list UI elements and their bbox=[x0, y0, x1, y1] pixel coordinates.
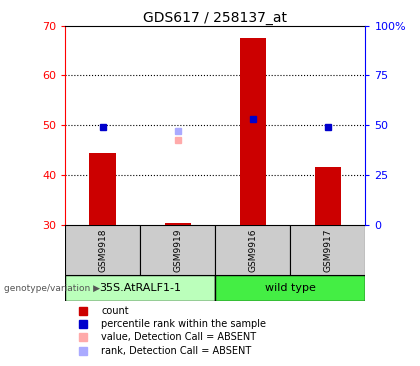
Bar bbox=[89, 153, 116, 225]
Text: wild type: wild type bbox=[265, 283, 316, 293]
Bar bbox=[165, 223, 191, 225]
Text: 35S.AtRALF1-1: 35S.AtRALF1-1 bbox=[99, 283, 181, 293]
Bar bbox=[290, 225, 365, 276]
Bar bbox=[140, 225, 215, 276]
Text: genotype/variation ▶: genotype/variation ▶ bbox=[4, 284, 100, 292]
Bar bbox=[65, 225, 140, 276]
Bar bbox=[65, 276, 215, 301]
Text: GSM9919: GSM9919 bbox=[173, 228, 182, 272]
Text: GSM9917: GSM9917 bbox=[323, 228, 332, 272]
Title: GDS617 / 258137_at: GDS617 / 258137_at bbox=[143, 11, 287, 25]
Text: percentile rank within the sample: percentile rank within the sample bbox=[101, 319, 266, 329]
Text: value, Detection Call = ABSENT: value, Detection Call = ABSENT bbox=[101, 332, 256, 342]
Text: count: count bbox=[101, 306, 129, 316]
Text: GSM9916: GSM9916 bbox=[248, 228, 257, 272]
Bar bbox=[215, 276, 365, 301]
Bar bbox=[315, 168, 341, 225]
Bar bbox=[215, 225, 290, 276]
Text: rank, Detection Call = ABSENT: rank, Detection Call = ABSENT bbox=[101, 346, 252, 356]
Bar bbox=[240, 38, 266, 225]
Text: GSM9918: GSM9918 bbox=[98, 228, 107, 272]
